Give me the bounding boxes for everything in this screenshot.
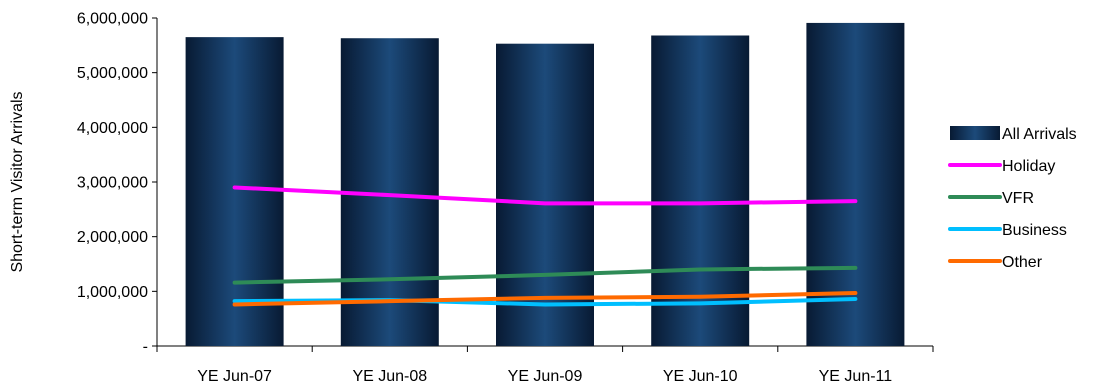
y-tick-label: 2,000,000 [77,229,148,246]
legend-label: Other [1002,254,1043,271]
line-series-vfr [232,265,858,285]
bar-all-arrivals [651,35,750,346]
y-tick-label: 1,000,000 [77,284,148,301]
bar-all-arrivals [496,43,594,347]
x-tick-label: YE Jun-10 [663,368,738,385]
legend-label: All Arrivals [1002,126,1077,143]
lines [232,185,858,307]
y-axis-title-group: Short-term Visitor Arrivals [9,91,26,272]
legend-label: Holiday [1002,158,1055,175]
line-series-other [232,290,858,307]
x-tick-label: YE Jun-09 [508,368,583,385]
tick-labels: - 1,000,000 2,000,000 3,000,000 4,000,000 5,0… [77,11,892,386]
legend-swatch-bar [950,126,1000,140]
x-tick-label: YE Jun-08 [352,368,427,385]
x-tick-label: YE Jun-11 [819,368,893,385]
legend-label: VFR [1002,190,1034,207]
legend: All Arrivals Holiday VFR Business Other [948,126,1077,271]
y-axis-title: Short-term Visitor Arrivals [9,91,26,272]
y-tick-label: 6,000,000 [77,11,148,28]
y-tick-label: - [143,339,148,356]
y-tick-label: 5,000,000 [77,65,148,82]
legend-label: Business [1002,222,1067,239]
y-tick-label: 3,000,000 [77,175,148,192]
x-tick-label: YE Jun-07 [197,368,272,385]
y-tick-label: 4,000,000 [77,120,148,137]
line-series-holiday [232,185,858,206]
bar-all-arrivals [185,37,284,347]
